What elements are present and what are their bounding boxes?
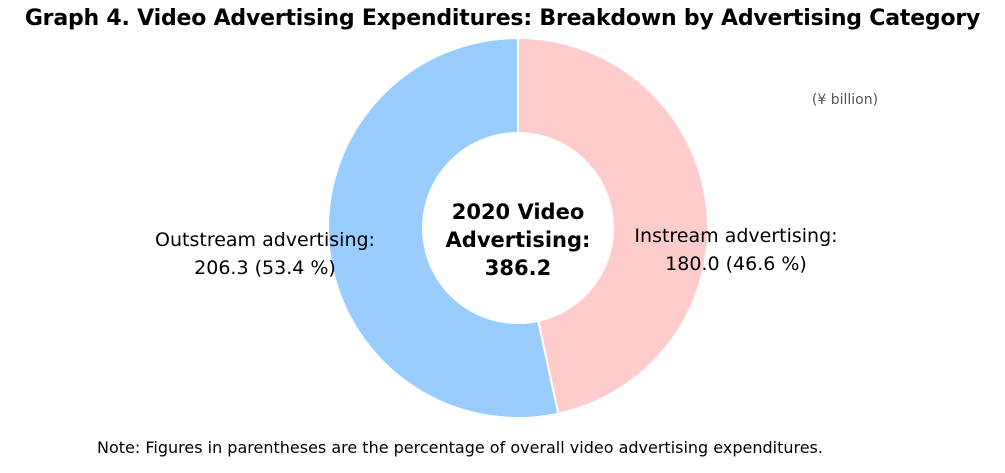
footnote: Note: Figures in parentheses are the per…: [97, 438, 823, 457]
center-total-label: 2020 Video Advertising: 386.2: [418, 198, 618, 282]
slice-label-instream-name: Instream advertising:: [634, 225, 838, 247]
donut-slice-instream-advertising: [517, 36, 709, 415]
slice-label-outstream: Outstream advertising: 206.3 (53.4 %): [130, 226, 400, 282]
chart-title: Graph 4. Video Advertising Expenditures:…: [24, 6, 981, 31]
slice-label-outstream-value: 206.3 (53.4 %): [194, 257, 336, 279]
slice-label-instream: Instream advertising: 180.0 (46.6 %): [620, 222, 852, 278]
slice-label-outstream-name: Outstream advertising:: [155, 229, 375, 251]
center-label-line-1: 2020 Video: [451, 200, 585, 224]
center-label-line-2: Advertising:: [445, 228, 591, 252]
slice-label-instream-value: 180.0 (46.6 %): [665, 253, 807, 275]
unit-label: (¥ billion): [811, 92, 879, 108]
donut-slice-outstream-advertising: [327, 36, 560, 419]
center-label-line-3: 386.2: [484, 256, 552, 280]
